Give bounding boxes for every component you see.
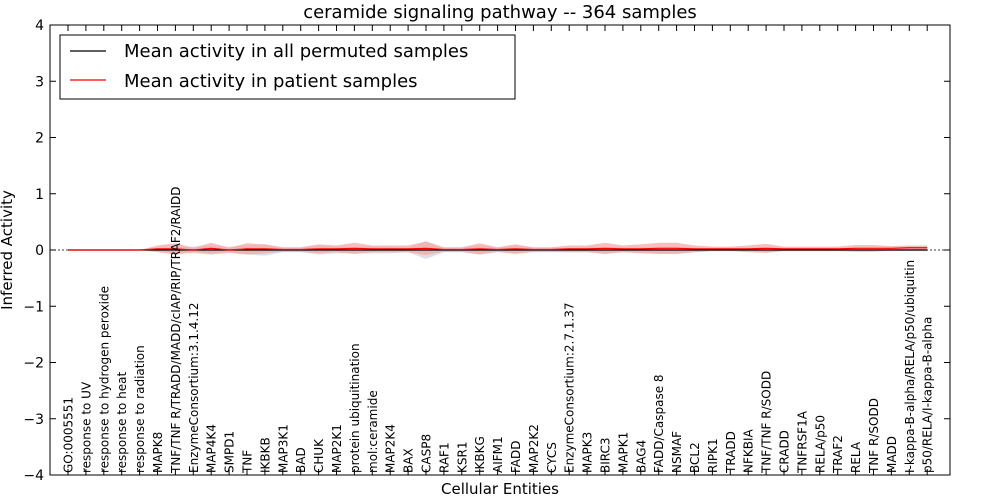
category-label: IKBKG [473,436,487,473]
series-lines [50,247,950,251]
category-label: EnzymeConsortium:3.1.4.12 [187,302,201,473]
category-label: CYCS [545,442,559,473]
y-axis-title: Inferred Activity [0,190,16,310]
category-label: MAP4K4 [205,424,219,473]
category-label: CHUK [312,438,326,473]
category-label: SMPD1 [223,431,237,473]
category-label: RAF1 [437,442,451,473]
category-label: TNF [241,450,255,474]
category-label: TNFRSF1A [795,410,809,474]
category-label: TRADD [724,431,738,474]
category-label: BAX [402,448,416,473]
y-tick-label: 1 [35,187,44,203]
category-label: AIFM1 [491,436,505,473]
category-label: NFKBIA [742,428,756,473]
category-label: MAP2K4 [384,424,398,473]
legend-label-permuted: Mean activity in all permuted samples [124,41,468,62]
legend-label-patient: Mean activity in patient samples [124,71,418,92]
category-label: CRADD [778,430,792,473]
x-axis-ticks [67,25,928,475]
category-label: RELA [849,441,863,473]
category-label: NSMAF [670,431,684,473]
chart-title: ceramide signaling pathway -- 364 sample… [303,2,697,23]
category-label: protein ubiquitination [348,343,362,473]
y-tick-label: 3 [35,74,44,90]
category-label: TNF/TNF R/TRADD/MADD/cIAP/RIP/TRAF2/RAID… [169,187,183,475]
category-label: response to heat [115,371,129,473]
category-label: TNF R/SODD [867,398,881,474]
category-label: KSR1 [455,442,469,473]
category-label: RIPK1 [706,438,720,473]
category-label: MAP2K2 [527,424,541,473]
category-label: MAPK3 [581,432,595,473]
category-labels: GO:0005551 response to UV response to hydr… [62,187,935,475]
category-label: MADD [885,436,899,473]
category-label: p50/RELA/I-kappa-B-alpha [921,317,935,473]
category-label: RELA/p50 [813,415,827,473]
legend-box [59,34,516,100]
category-label: TRAF2 [831,435,845,474]
category-label: MAP3K1 [276,424,290,473]
category-label: GO:0005551 [62,397,76,473]
y-tick-label: −4 [23,468,44,484]
category-label: I-kappa-B-alpha/RELA/p50/ubiquitin [903,260,917,473]
category-label: EnzymeConsortium:2.7.1.37 [563,302,577,473]
y-tick-label: −3 [23,412,44,428]
category-label: MAP2K1 [330,424,344,473]
category-label: response to UV [79,381,93,473]
category-label: BCL2 [688,442,702,473]
category-label: mol:ceramide [366,390,380,473]
y-tick-label: 0 [35,243,44,259]
legend: Mean activity in all permuted samples Me… [59,34,516,100]
y-tick-label: 2 [35,131,44,147]
patient-mean-line [68,247,928,251]
category-label: MAPK1 [616,432,630,473]
category-label: FADD/Caspase 8 [652,374,666,473]
category-label: TNF/TNF R/SODD [760,371,774,474]
category-label: response to hydrogen peroxide [97,286,111,473]
y-axis-ticks: −4 −3 −2 −1 0 1 2 3 4 [23,18,950,484]
y-tick-label: −1 [23,299,44,315]
category-label: BAG4 [634,440,648,473]
y-tick-label: −2 [23,356,44,372]
category-label: BAD [294,447,308,473]
x-axis-title: Cellular Entities [441,480,559,498]
category-label: response to radiation [133,345,147,473]
category-label: CASP8 [420,434,434,473]
category-label: IKBKB [258,437,272,473]
category-label: FADD [509,441,523,474]
y-tick-label: 4 [35,18,44,34]
category-label: BIRC3 [599,437,613,473]
patient-band [68,241,928,256]
category-label: MAPK8 [151,432,165,473]
